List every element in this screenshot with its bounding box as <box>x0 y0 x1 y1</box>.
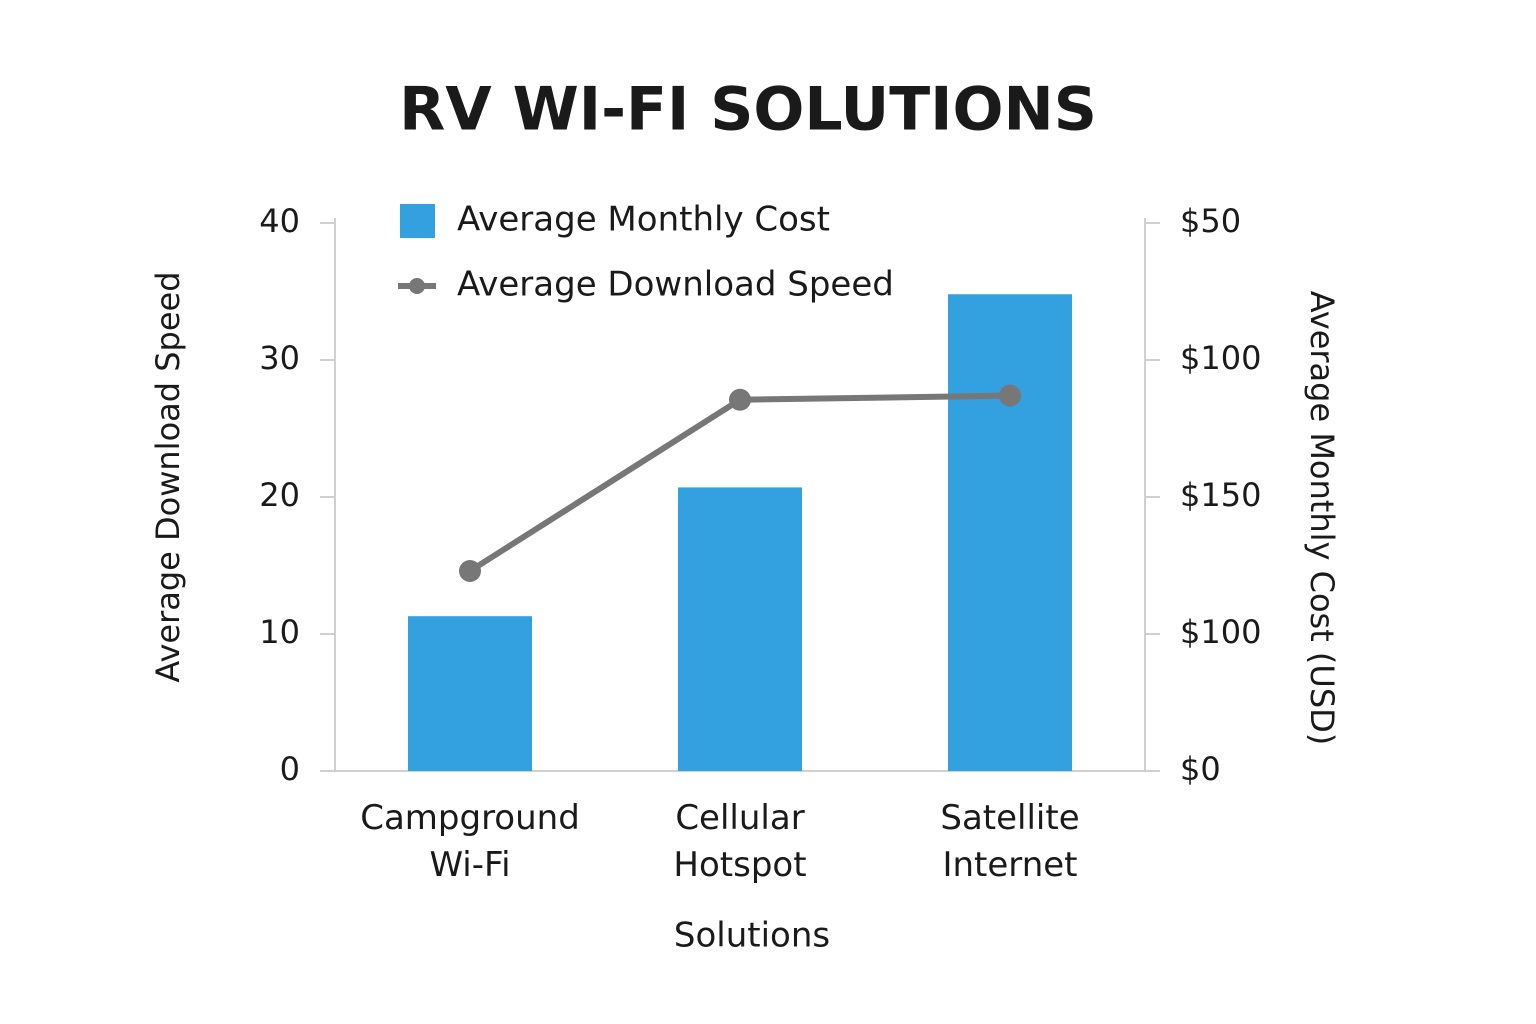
bar <box>408 616 532 771</box>
y-axis-title: Average Download Speed <box>149 271 187 682</box>
y-tick-label: 30 <box>259 339 300 377</box>
x-tick-label: Campground Wi-Fi <box>360 798 580 885</box>
x-tick-label: Satellite Internet <box>940 798 1080 885</box>
line-point <box>459 559 481 582</box>
chart-title: RV WI-FI SOLUTIONS <box>399 75 1097 145</box>
y2-axis-title: Average Monthly Cost (USD) <box>1303 291 1341 746</box>
legend-label: Average Monthly Cost <box>457 200 830 240</box>
line-point <box>729 388 751 411</box>
y2-tick-label: $50 <box>1180 202 1241 240</box>
legend-swatch <box>400 204 435 238</box>
legend-swatch <box>409 278 425 294</box>
legend-label: Average Download Speed <box>457 265 894 305</box>
y-tick-label: 0 <box>280 750 300 788</box>
y-tick-label: 10 <box>259 613 300 651</box>
y2-tick-label: $150 <box>1180 476 1261 514</box>
y2-tick-label: $100 <box>1180 339 1261 377</box>
y-tick-label: 20 <box>259 476 300 514</box>
x-tick-label: Cellular Hotspot <box>673 798 807 885</box>
bar <box>678 487 802 771</box>
y2-tick-label: $100 <box>1180 613 1261 651</box>
bar <box>948 294 1072 771</box>
x-axis-title: Solutions <box>674 916 830 956</box>
line-point <box>999 384 1021 407</box>
y-tick-label: 40 <box>259 202 300 240</box>
y2-tick-label: $0 <box>1180 750 1221 788</box>
